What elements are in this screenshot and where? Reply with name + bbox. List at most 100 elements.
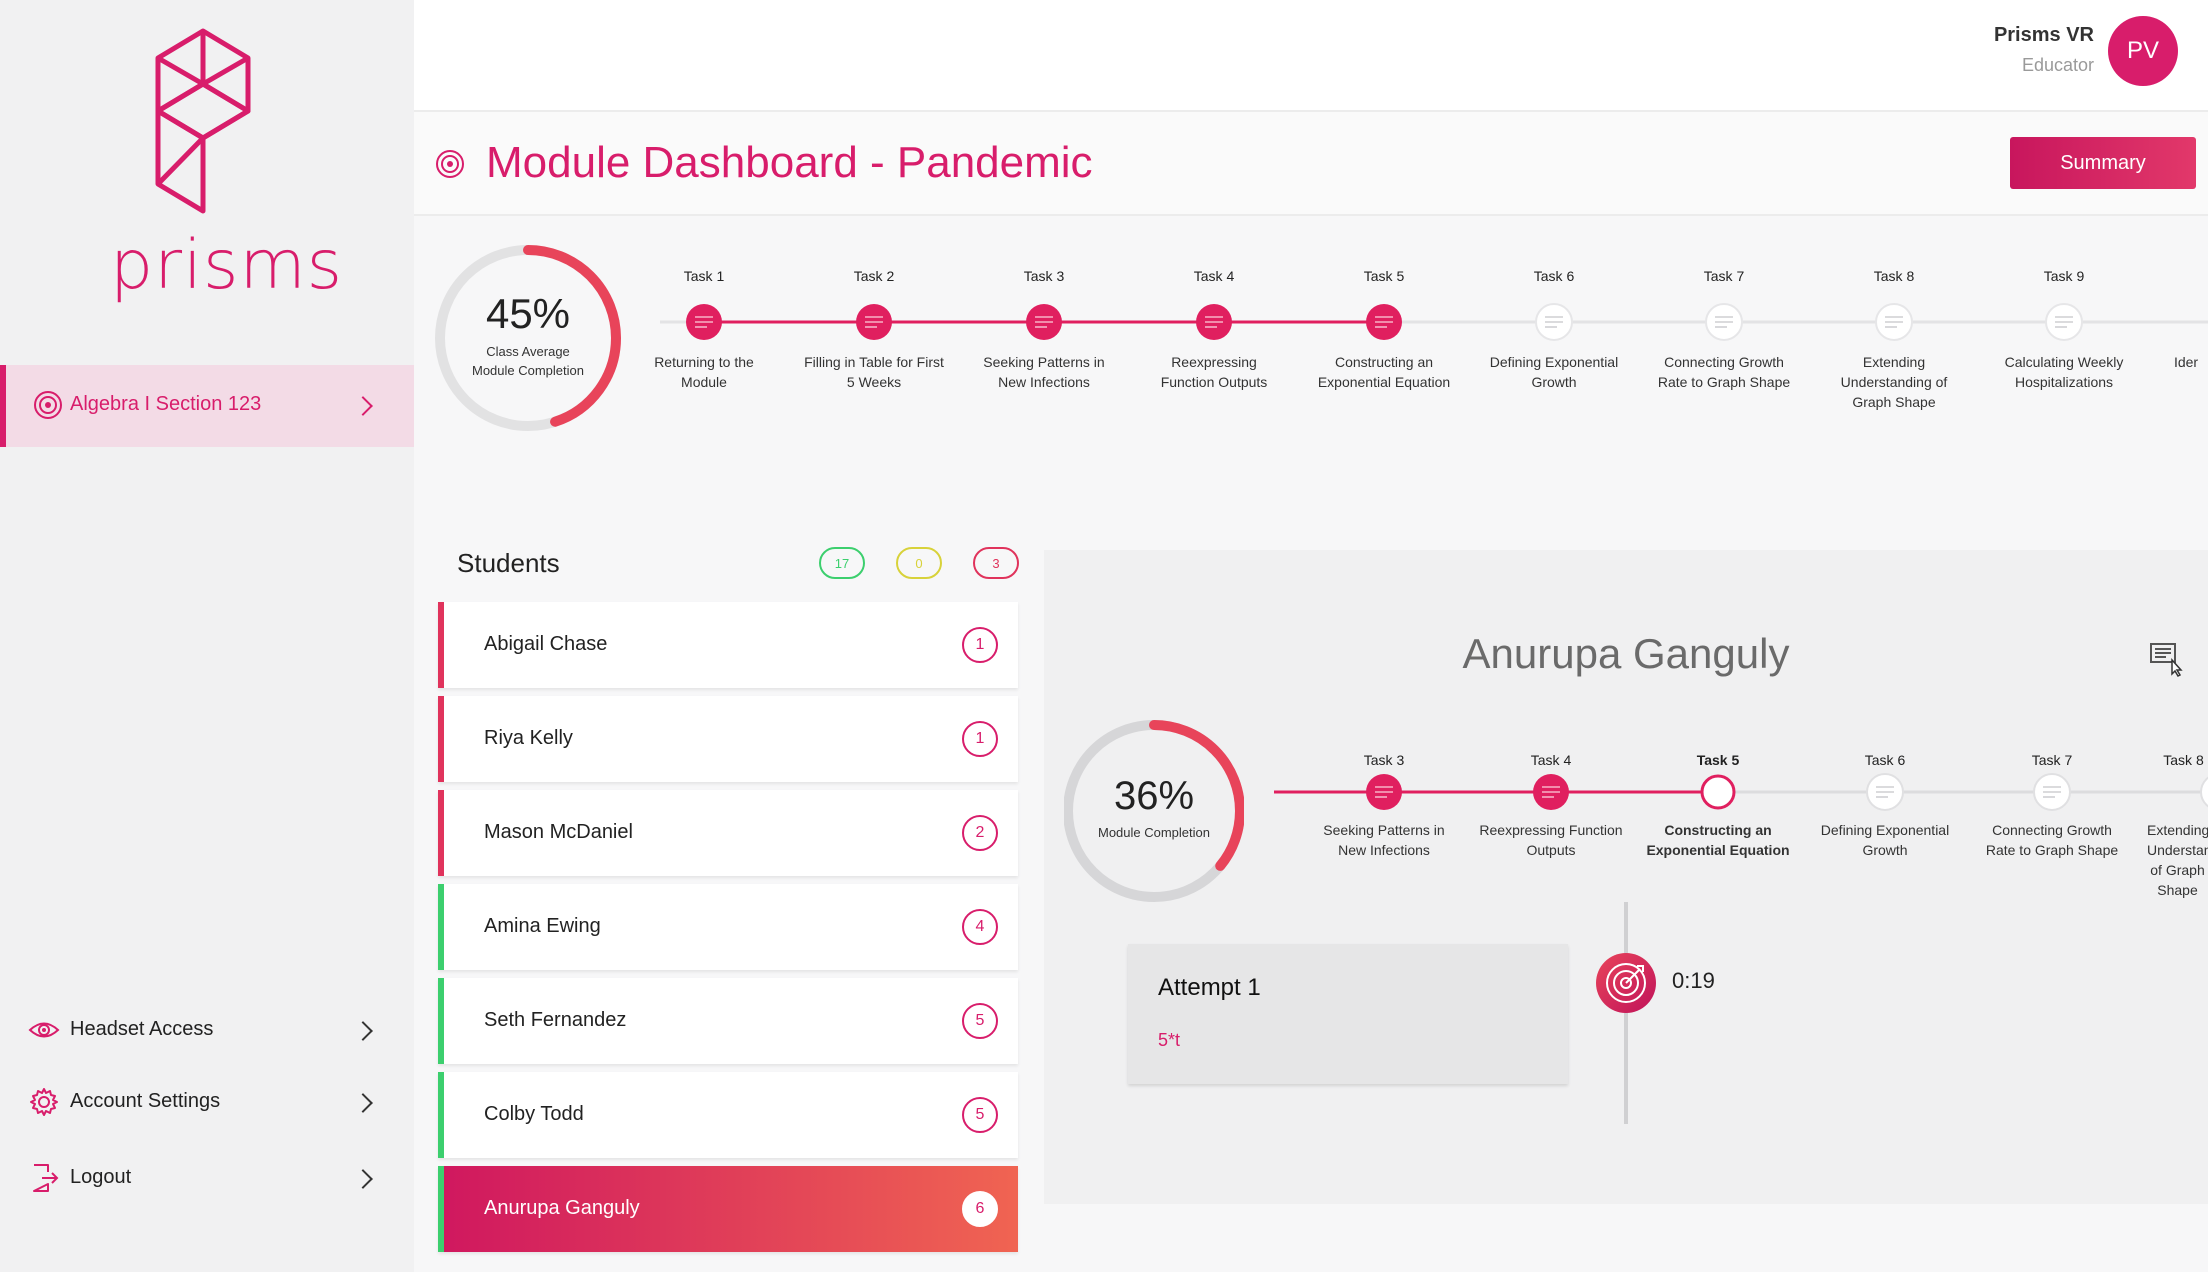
logo: prisms: [110, 26, 342, 305]
student-task-desc: Constructing an Exponential Equation: [1646, 822, 1790, 858]
class-completion-percent: 45%: [485, 290, 571, 337]
sidebar-item-headset-access[interactable]: Headset Access: [0, 1000, 414, 1060]
class-task-label: Task 9: [2043, 268, 2085, 284]
class-completion-caption-1: Class Average: [486, 344, 570, 359]
students-title: Students: [457, 548, 560, 578]
class-completion-donut: [435, 245, 621, 431]
student-detail-panel: Anurupa Ganguly 36% Module Completion Ta…: [1044, 550, 2208, 1204]
target-icon: [436, 150, 464, 178]
section-label: Algebra I Section 123: [70, 393, 262, 415]
student-task-label: Task 6: [1864, 752, 1906, 768]
class-task-desc: Connecting Growth Rate to Graph Shape: [1657, 354, 1791, 390]
sidebar: prisms Algebra I Section 123 Headset Acc…: [0, 0, 414, 1272]
student-row[interactable]: Amina Ewing 4: [438, 884, 1018, 970]
student-task-desc: Defining Exponential Growth: [1820, 822, 1950, 858]
class-task-desc: Filling in Table for First 5 Weeks: [804, 354, 944, 390]
class-task-desc: Calculating Weekly Hospitalizations: [2004, 354, 2124, 390]
class-task-label: Task 4: [1193, 268, 1235, 284]
student-row[interactable]: Mason McDaniel 2: [438, 790, 1018, 876]
class-task-label: Task 7: [1703, 268, 1745, 284]
student-task-badge: 2: [962, 815, 998, 851]
student-row[interactable]: Seth Fernandez 5: [438, 978, 1018, 1064]
student-task-desc: Reexpressing Function Outputs: [1479, 822, 1623, 858]
prisms-logo-icon: [155, 28, 251, 214]
class-task-desc: Reexpressing Function Outputs: [1160, 354, 1268, 390]
detail-student-name: Anurupa Ganguly: [1462, 630, 1790, 677]
class-task-desc: Returning to the Module: [654, 354, 754, 390]
student-task-label: Task 3: [1363, 752, 1405, 768]
class-completion-caption-2: Module Completion: [471, 363, 584, 378]
student-row[interactable]: Abigail Chase 1: [438, 602, 1018, 688]
attempt-answer: 5*t: [1158, 1030, 1181, 1050]
task-node-current[interactable]: [1700, 774, 1736, 810]
headset-access-label: Headset Access: [70, 1018, 214, 1040]
student-task-label: Task 4: [1530, 752, 1572, 768]
student-task-track: [1274, 773, 2208, 811]
chevron-right-icon: [353, 1093, 373, 1113]
student-name: Anurupa Ganguly: [484, 1197, 640, 1219]
student-task-badge: 1: [962, 627, 998, 663]
student-name: Riya Kelly: [484, 727, 573, 749]
comment-icon[interactable]: [2148, 638, 2188, 678]
task-node-todo[interactable]: [2200, 774, 2208, 810]
eye-icon: [28, 1022, 60, 1038]
student-row[interactable]: Colby Todd 5: [438, 1072, 1018, 1158]
student-row[interactable]: Riya Kelly 1: [438, 696, 1018, 782]
student-completion-donut: [1064, 720, 1244, 902]
attempt-time: 0:19: [1672, 968, 1715, 993]
sidebar-item-section[interactable]: Algebra I Section 123: [0, 365, 414, 447]
student-task-badge: 1: [962, 721, 998, 757]
class-completion-arc: [435, 245, 621, 431]
class-task-desc: Extending Understanding of Graph Shape: [1840, 354, 1948, 410]
class-task-label: Task 2: [853, 268, 895, 284]
attempt-card[interactable]: Attempt 1 5*t: [1128, 944, 1568, 1084]
summary-button[interactable]: Summary: [2010, 137, 2196, 189]
class-task-label: Task 3: [1023, 268, 1065, 284]
count-stuck[interactable]: 3: [973, 547, 1019, 579]
student-completion-percent: 36%: [1113, 774, 1195, 818]
chevron-right-icon: [353, 1021, 373, 1041]
count-on-track[interactable]: 17: [819, 547, 865, 579]
user-name: Prisms VR: [1993, 24, 2094, 46]
student-task-desc: Extending Understanding of Graph Shape: [2147, 822, 2208, 898]
page-title: Module Dashboard - Pandemic: [486, 138, 1093, 187]
class-task-label: Task 6: [1533, 268, 1575, 284]
student-name: Seth Fernandez: [484, 1009, 627, 1031]
student-task-label: Task 5: [1696, 752, 1740, 768]
chevron-right-icon: [353, 1169, 373, 1189]
student-task-label: Task 8: [2163, 752, 2204, 768]
student-task-desc: Seeking Patterns in New Infections: [1323, 822, 1445, 858]
class-task-label: Task 1: [683, 268, 725, 284]
student-name: Mason McDaniel: [484, 821, 633, 843]
student-task-badge: 5: [962, 1003, 998, 1039]
student-completion-arc: [1064, 720, 1244, 902]
class-task-desc: Ider: [2173, 354, 2199, 370]
student-name: Abigail Chase: [484, 633, 608, 655]
student-task-desc: Connecting Growth Rate to Graph Shape: [1985, 822, 2119, 858]
avatar[interactable]: PV: [2108, 16, 2178, 86]
logout-icon: [33, 1164, 59, 1192]
class-task-desc: Constructing an Exponential Equation: [1317, 354, 1451, 390]
sidebar-item-account-settings[interactable]: Account Settings: [0, 1072, 414, 1132]
student-task-label: Task 7: [2031, 752, 2073, 768]
student-name: Colby Todd: [484, 1103, 584, 1125]
top-bar: Prisms VR Educator PV: [414, 0, 2208, 112]
student-task-badge: 4: [962, 909, 998, 945]
user-role: Educator: [2021, 55, 2094, 75]
count-idle[interactable]: 0: [896, 547, 942, 579]
student-completion-caption: Module Completion: [1097, 825, 1210, 840]
class-task-desc: Seeking Patterns in New Infections: [983, 354, 1105, 390]
student-row[interactable]: Anurupa Ganguly 6: [438, 1166, 1018, 1252]
student-name: Amina Ewing: [484, 915, 601, 937]
class-task-label: Task 8: [1873, 268, 1915, 284]
class-task-label: Task 5: [1363, 268, 1405, 284]
title-bar: Module Dashboard - Pandemic Summary: [414, 112, 2208, 216]
attempt-title: Attempt 1: [1158, 974, 1261, 1001]
class-task-desc: Defining Exponential Growth: [1489, 354, 1619, 390]
student-task-badge: 6: [962, 1191, 998, 1227]
chevron-right-icon: [353, 396, 373, 416]
gear-icon: [30, 1088, 58, 1116]
logo-text: prisms: [110, 226, 344, 305]
sidebar-item-logout[interactable]: Logout: [0, 1148, 414, 1208]
target-icon: [34, 391, 62, 419]
